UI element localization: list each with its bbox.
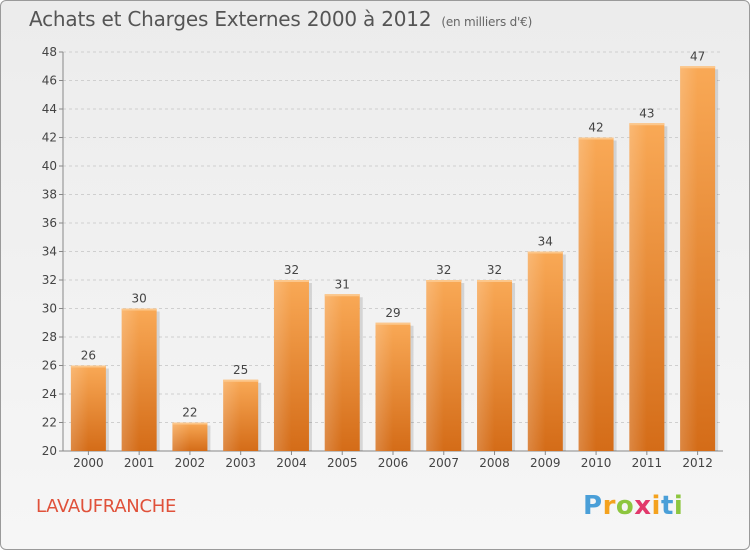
bars (70, 66, 719, 451)
bar-value-label: 31 (335, 277, 350, 291)
bar-top-edge (375, 322, 411, 325)
logo-letter: o (615, 491, 635, 521)
bar-value-label: 43 (639, 106, 654, 120)
chart-title: Achats et Charges Externes 2000 à 2012 (e… (29, 7, 532, 31)
bar-top-edge (70, 365, 106, 368)
bar-top-edge (121, 308, 157, 311)
bar-top-edge (527, 251, 563, 254)
bar-highlight (477, 280, 495, 451)
logo-letter: t (660, 491, 674, 521)
y-tick-label: 28 (42, 330, 57, 344)
bar-top-edge (223, 379, 259, 382)
x-tick-label: 2003 (225, 456, 256, 470)
y-tick-label: 30 (42, 302, 57, 316)
x-tick-label: 2000 (73, 456, 104, 470)
y-tick-label: 34 (42, 245, 57, 259)
x-tick-label: 2005 (327, 456, 358, 470)
bar-highlight (680, 66, 698, 451)
bar-highlight (70, 365, 89, 451)
logo-letter: i (673, 491, 684, 521)
logo-letter: i (651, 491, 661, 521)
y-tick-label: 46 (42, 74, 57, 88)
x-tick-label: 2009 (530, 456, 561, 470)
proxiti-logo: Proxiti (583, 491, 683, 521)
bar-top-edge (324, 294, 360, 297)
bar-highlight (223, 379, 241, 451)
bar-value-label: 32 (436, 263, 451, 277)
bar-highlight (273, 280, 292, 451)
bar-highlight (578, 137, 597, 451)
x-tick-label: 2010 (581, 456, 612, 470)
bar-value-label: 29 (385, 306, 400, 320)
bar-value-label: 42 (588, 121, 603, 135)
y-tick-label: 24 (42, 387, 57, 401)
y-tick-label: 44 (42, 102, 57, 116)
y-tick-label: 48 (42, 45, 57, 59)
y-tick-label: 22 (42, 416, 57, 430)
bar-value-label: 26 (81, 349, 96, 363)
bar-highlight (426, 280, 444, 451)
bar-top-edge (273, 280, 309, 282)
chart-title-text: Achats et Charges Externes 2000 à 2012 (29, 7, 432, 31)
bar-value-label: 32 (284, 263, 299, 277)
y-tick-label: 40 (42, 159, 57, 173)
bar-highlight (527, 251, 546, 451)
logo-letter: r (602, 491, 616, 521)
x-tick-label: 2004 (276, 456, 307, 470)
bar-value-label: 47 (690, 49, 705, 63)
bar-top-edge (578, 137, 614, 140)
commune-name: LAVAUFRANCHE (36, 496, 177, 517)
logo-letter: P (583, 491, 603, 521)
chart-unit: (en milliers d'€) (441, 15, 533, 29)
bar-top-edge (426, 280, 462, 282)
y-tick-label: 32 (42, 273, 57, 287)
y-tick-label: 38 (42, 188, 57, 202)
bar-highlight (121, 308, 140, 451)
y-tick-label: 36 (42, 216, 57, 230)
bar-top-edge (680, 66, 716, 69)
bar-value-label: 34 (538, 235, 553, 249)
logo-letter: x (634, 491, 652, 521)
bar-value-label: 22 (182, 406, 197, 420)
y-tick-label: 42 (42, 131, 57, 145)
x-tick-label: 2011 (632, 456, 663, 470)
bar-top-edge (477, 280, 513, 282)
bar-highlight (324, 294, 343, 451)
bar-highlight (629, 123, 647, 451)
bar-top-edge (629, 123, 665, 126)
bar-highlight (375, 322, 393, 451)
bar-value-label: 30 (132, 292, 147, 306)
bar-value-label: 25 (233, 363, 248, 377)
bar-highlight (172, 422, 190, 451)
x-tick-label: 2008 (479, 456, 510, 470)
x-tick-label: 2012 (682, 456, 713, 470)
labels: 20 22 24 26 28 30 32 34 36 38 40 42 44 46 48 26 2000 30 20… (42, 45, 713, 470)
x-tick-label: 2001 (124, 456, 155, 470)
x-tick-label: 2006 (378, 456, 409, 470)
x-tick-label: 2002 (175, 456, 206, 470)
y-tick-label: 20 (42, 444, 57, 458)
bar-top-edge (172, 422, 208, 425)
x-tick-label: 2007 (428, 456, 459, 470)
bar-value-label: 32 (487, 263, 502, 277)
y-tick-label: 26 (42, 359, 57, 373)
